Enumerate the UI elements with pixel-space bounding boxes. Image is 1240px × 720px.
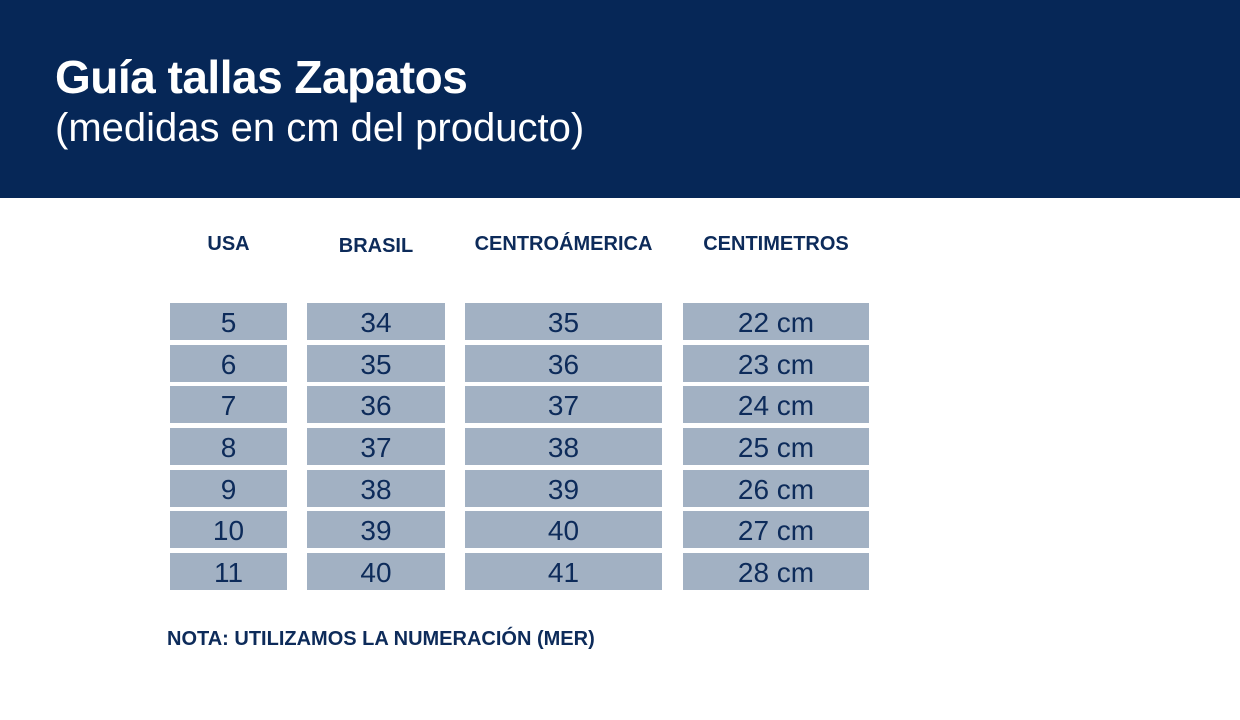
table-cell-centroamerica: 40 (465, 511, 662, 548)
page-title: Guía tallas Zapatos (55, 51, 468, 103)
table-cell-brasil: 37 (307, 428, 445, 465)
column-header-centimetros: CENTIMETROS (703, 233, 849, 255)
table-cell-brasil: 40 (307, 553, 445, 590)
table-cell-centroamerica: 41 (465, 553, 662, 590)
table-cell-centroamerica: 38 (465, 428, 662, 465)
page-subtitle: (medidas en cm del producto) (55, 106, 585, 150)
table-cell-brasil: 36 (307, 386, 445, 423)
table-cell-usa: 10 (170, 511, 287, 548)
table-cell-centroamerica: 37 (465, 386, 662, 423)
note-text: NOTA: UTILIZAMOS LA NUMERACIÓN (MER) (167, 628, 595, 650)
table-cell-usa: 8 (170, 428, 287, 465)
table-cell-centimetros: 22 cm (683, 303, 869, 340)
table-cell-centimetros: 27 cm (683, 511, 869, 548)
table-cell-centimetros: 28 cm (683, 553, 869, 590)
column-header-brasil: BRASIL (338, 235, 414, 257)
table-cell-brasil: 35 (307, 345, 445, 382)
column-header-centroamerica: CENTROÁMERICA (474, 233, 653, 255)
table-cell-usa: 9 (170, 470, 287, 507)
table-cell-centimetros: 24 cm (683, 386, 869, 423)
table-cell-usa: 11 (170, 553, 287, 590)
column-header-usa: USA (207, 233, 250, 255)
table-cell-centimetros: 25 cm (683, 428, 869, 465)
table-cell-usa: 7 (170, 386, 287, 423)
table-cell-centroamerica: 36 (465, 345, 662, 382)
table-cell-brasil: 38 (307, 470, 445, 507)
table-cell-usa: 6 (170, 345, 287, 382)
table-cell-brasil: 34 (307, 303, 445, 340)
header-banner: Guía tallas Zapatos (medidas en cm del p… (0, 0, 1240, 198)
table-cell-brasil: 39 (307, 511, 445, 548)
table-cell-centimetros: 23 cm (683, 345, 869, 382)
table-cell-centroamerica: 35 (465, 303, 662, 340)
table-cell-centroamerica: 39 (465, 470, 662, 507)
table-cell-centimetros: 26 cm (683, 470, 869, 507)
table-cell-usa: 5 (170, 303, 287, 340)
